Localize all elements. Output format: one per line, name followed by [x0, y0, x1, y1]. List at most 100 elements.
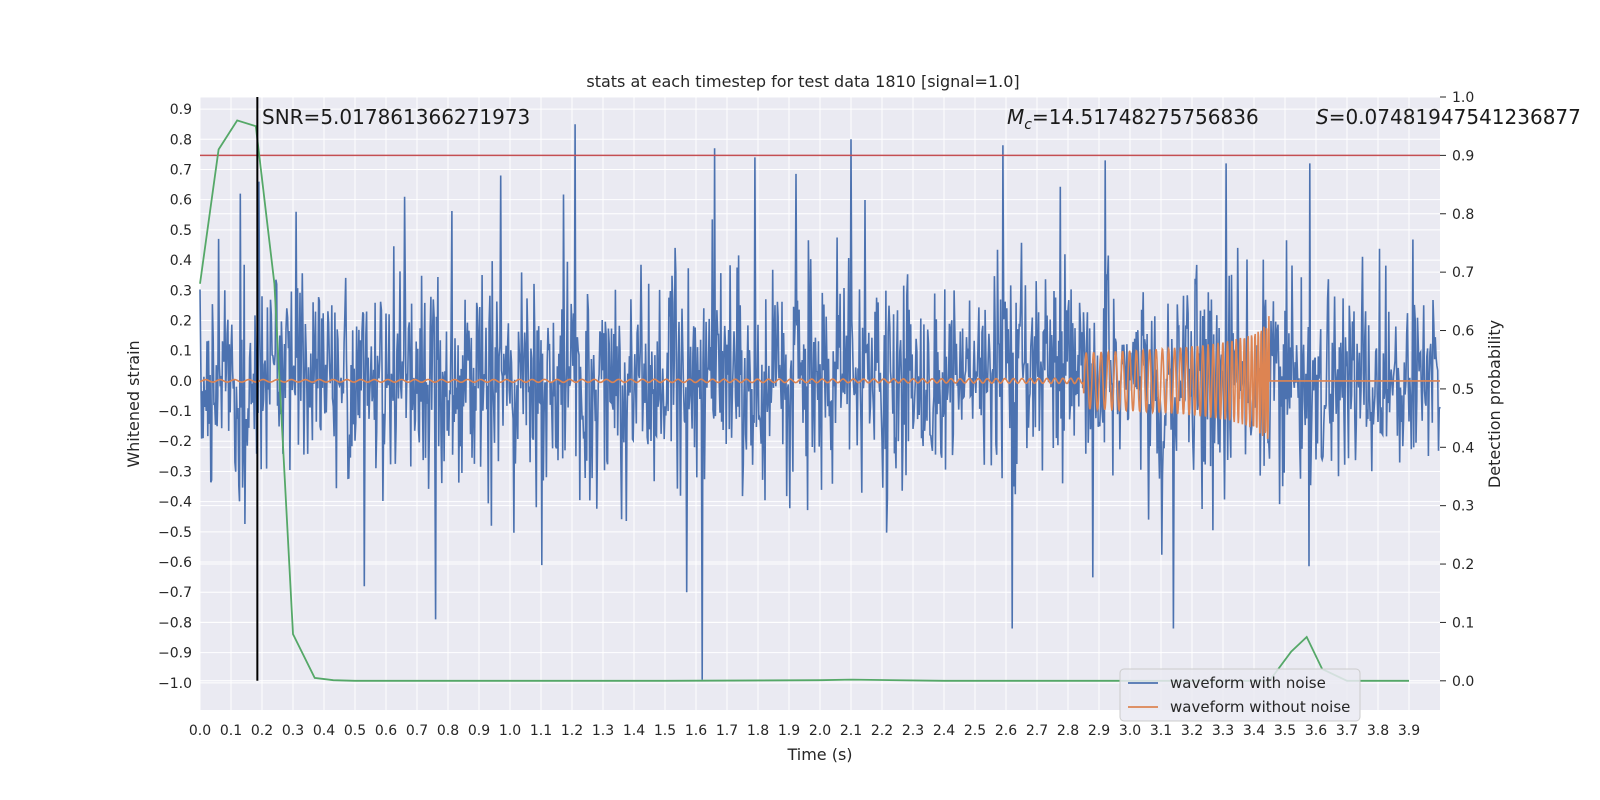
svg-text:S=0.07481947541236877: S=0.07481947541236877 [1316, 105, 1581, 129]
y-tick-label: 0.3 [170, 283, 192, 299]
x-tick-label: 1.7 [716, 723, 738, 739]
x-tick-label: 2.2 [871, 723, 893, 739]
chart-title: stats at each timestep for test data 181… [586, 72, 1019, 91]
y2-tick-label: 0.7 [1452, 265, 1474, 281]
x-tick-label: 0.3 [282, 723, 304, 739]
y2-tick-label: 0.6 [1452, 324, 1474, 340]
snr-label: SNR= [262, 105, 320, 129]
mc-subscript: c [1024, 117, 1032, 133]
x-tick-label: 2.4 [933, 723, 955, 739]
series-waveform-with-noise [199, 124, 1441, 680]
chirp-mass-annotation: Mc=14.51748275756836 [1007, 105, 1259, 133]
svg-text:Mc=14.51748275756836: Mc=14.51748275756836 [1007, 105, 1259, 133]
y-tick-label: 0.7 [170, 162, 192, 178]
x-tick-label: 2.7 [1026, 723, 1048, 739]
x-tick-label: 1.4 [623, 723, 645, 739]
grid-lines [199, 96, 1440, 710]
x-axis-label: Time (s) [786, 745, 852, 764]
x-tick-label: 2.0 [809, 723, 831, 739]
y-axis-ticks: 0.9 0.8 0.7 0.6 0.5 0.4 0.3 0.2 0.1 0.0 −0.1 −0.2 −0… [158, 102, 192, 692]
x-tick-label: 3.7 [1336, 723, 1358, 739]
x-tick-label: 0.9 [468, 723, 490, 739]
y-tick-label: 0.0 [170, 374, 192, 390]
x-tick-label: 1.8 [747, 723, 769, 739]
y2-tick-label: 0.1 [1452, 615, 1474, 631]
snr-annotation: SNR=5.017861366271973 [262, 105, 530, 129]
y-tick-label: 0.4 [170, 253, 192, 269]
x-tick-label: 0.2 [251, 723, 273, 739]
legend-label-clean: waveform without noise [1170, 698, 1350, 716]
legend-box [1119, 668, 1361, 722]
series-waveform-without-noise [199, 316, 1440, 439]
x-tick-label: 0.8 [437, 723, 459, 739]
y-tick-label: −0.3 [158, 464, 192, 480]
y-tick-label: −1.0 [158, 676, 192, 692]
x-tick-label: 0.0 [189, 723, 211, 739]
y-tick-label: 0.2 [170, 313, 192, 329]
y-tick-label: −0.4 [158, 495, 192, 511]
x-tick-label: 0.7 [406, 723, 428, 739]
y-tick-label: −0.1 [158, 404, 192, 420]
snr-value: 5.017861366271973 [320, 105, 530, 129]
x-tick-label: 3.9 [1398, 723, 1420, 739]
x-tick-label: 0.4 [313, 723, 335, 739]
x-tick-label: 2.6 [995, 723, 1017, 739]
x-tick-label: 1.1 [530, 723, 552, 739]
s-annotation: S=0.07481947541236877 [1316, 105, 1581, 129]
x-tick-label: 1.9 [778, 723, 800, 739]
x-tick-label: 3.2 [1181, 723, 1203, 739]
x-tick-label: 0.1 [220, 723, 242, 739]
y-tick-label: −0.2 [158, 434, 192, 450]
x-tick-label: 2.8 [1057, 723, 1079, 739]
x-tick-label: 0.6 [375, 723, 397, 739]
mc-symbol: M [1007, 105, 1024, 129]
y-tick-label: −0.5 [158, 525, 192, 541]
x-tick-label: 3.8 [1367, 723, 1389, 739]
x-tick-label: 3.4 [1243, 723, 1265, 739]
y-tick-label: 0.6 [170, 193, 192, 209]
legend: waveform with noise waveform without noi… [1119, 668, 1361, 722]
y2-tick-label: 0.9 [1452, 148, 1474, 164]
y2-axis-label: Detection probability [1485, 320, 1504, 488]
y-tick-label: 0.5 [170, 223, 192, 239]
y2-tick-label: 1.0 [1452, 90, 1474, 106]
y-tick-label: −0.9 [158, 646, 192, 662]
y2-tick-label: 0.0 [1452, 674, 1474, 690]
svg-text:SNR=5.017861366271973: SNR=5.017861366271973 [262, 105, 530, 129]
y-tick-label: 0.8 [170, 132, 192, 148]
y-axis-label: Whitened strain [124, 340, 143, 467]
x-tick-label: 3.1 [1150, 723, 1172, 739]
x-tick-label: 1.2 [561, 723, 583, 739]
y-tick-label: 0.1 [170, 344, 192, 360]
y2-tick-label: 0.2 [1452, 557, 1474, 573]
x-tick-label: 3.3 [1212, 723, 1234, 739]
x-tick-label: 1.3 [592, 723, 614, 739]
x-tick-label: 2.5 [964, 723, 986, 739]
x-axis-ticks: 0.0 0.1 0.2 0.3 0.4 0.5 0.6 0.7 0.8 0.9 1.0 1.1 1.2 1… [189, 723, 1420, 739]
x-tick-label: 2.3 [902, 723, 924, 739]
x-tick-label: 0.5 [344, 723, 366, 739]
x-tick-label: 2.9 [1088, 723, 1110, 739]
y2-tick-label: 0.8 [1452, 207, 1474, 223]
x-tick-label: 1.5 [654, 723, 676, 739]
x-tick-label: 2.1 [840, 723, 862, 739]
mc-value: =14.51748275756836 [1032, 105, 1259, 129]
s-value: =0.07481947541236877 [1329, 105, 1581, 129]
y2-tick-label: 0.4 [1452, 440, 1474, 456]
x-tick-label: 3.6 [1305, 723, 1327, 739]
x-tick-label: 3.5 [1274, 723, 1296, 739]
x-tick-label: 3.0 [1119, 723, 1141, 739]
y2-tick-label: 0.3 [1452, 499, 1474, 515]
x-tick-label: 1.6 [685, 723, 707, 739]
y-tick-label: −0.8 [158, 615, 192, 631]
plot-layers [199, 97, 1441, 682]
s-symbol: S [1316, 105, 1329, 129]
y-tick-label: 0.9 [170, 102, 192, 118]
legend-label-noise: waveform with noise [1170, 674, 1326, 692]
y-tick-label: −0.6 [158, 555, 192, 571]
series-detection-probability [199, 119, 1409, 682]
y2-tick-label: 0.5 [1452, 382, 1474, 398]
x-tick-label: 1.0 [499, 723, 521, 739]
y2-axis-ticks: 1.0 0.9 0.8 0.7 0.6 0.5 0.4 0.3 0.2 0.1 0.0 [1440, 90, 1474, 690]
